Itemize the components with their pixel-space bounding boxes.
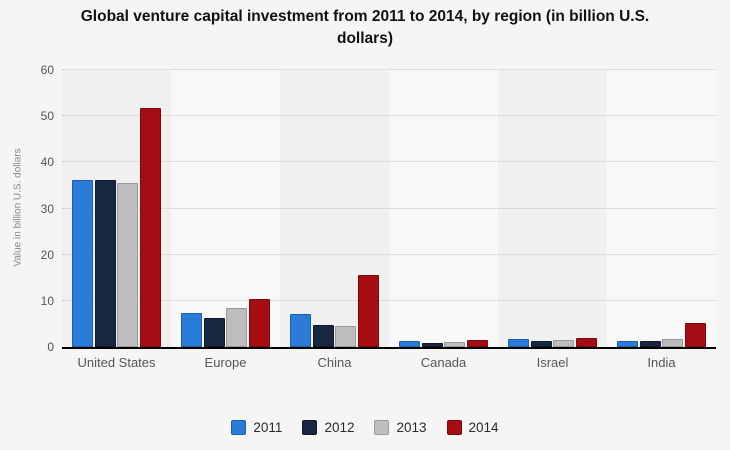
- bar-canada-2013[interactable]: [444, 342, 466, 347]
- bar-united-states-2013[interactable]: [117, 183, 139, 347]
- x-label-india: India: [647, 355, 676, 370]
- legend: 2011 2012 2013 2014: [0, 420, 730, 435]
- legend-swatch-2013: [374, 420, 390, 435]
- gridline-50: [62, 115, 716, 117]
- y-tick-label-20: 20: [40, 247, 54, 262]
- legend-label-2014: 2014: [468, 420, 499, 435]
- bar-india-2014[interactable]: [684, 323, 706, 347]
- bar-india-2011[interactable]: [617, 340, 639, 347]
- bar-europe-2013[interactable]: [226, 307, 248, 347]
- chart-title: Global venture capital investment from 2…: [0, 6, 730, 50]
- bar-united-states-2011[interactable]: [72, 179, 94, 347]
- legend-item-2013[interactable]: 2013: [374, 420, 427, 435]
- chart-title-text: Global venture capital investment from 2…: [80, 8, 650, 47]
- legend-item-2014[interactable]: 2014: [446, 420, 499, 435]
- legend-swatch-2011: [231, 420, 247, 435]
- y-tick-label-50: 50: [40, 109, 54, 124]
- bar-china-2013[interactable]: [335, 325, 357, 347]
- legend-label-2011: 2011: [253, 420, 283, 435]
- bar-israel-2013[interactable]: [553, 340, 575, 347]
- bar-china-2012[interactable]: [312, 324, 334, 347]
- legend-item-2011[interactable]: 2011: [231, 420, 282, 435]
- y-tick-label-0: 0: [47, 340, 54, 354]
- category-band-india: [607, 70, 716, 347]
- bar-europe-2014[interactable]: [248, 298, 270, 347]
- bar-india-2013[interactable]: [662, 338, 684, 347]
- bar-china-2011[interactable]: [290, 313, 312, 347]
- plot-area: [62, 69, 716, 349]
- bar-india-2012[interactable]: [639, 341, 661, 347]
- y-tick-label-60: 60: [40, 63, 54, 77]
- legend-label-2013: 2013: [396, 420, 427, 435]
- x-label-china: China: [317, 355, 352, 370]
- bar-israel-2014[interactable]: [575, 338, 597, 347]
- bar-europe-2012[interactable]: [203, 317, 225, 347]
- gridline-20: [62, 253, 716, 255]
- bar-israel-2012[interactable]: [530, 341, 552, 347]
- bar-united-states-2014[interactable]: [139, 108, 161, 347]
- legend-label-2012: 2012: [324, 420, 355, 435]
- bar-united-states-2012[interactable]: [94, 179, 116, 347]
- bar-europe-2011[interactable]: [181, 312, 203, 347]
- legend-item-2012[interactable]: 2012: [302, 420, 354, 435]
- legend-swatch-2012: [302, 420, 318, 435]
- gridline-60: [62, 69, 716, 70]
- bar-canada-2012[interactable]: [421, 343, 443, 347]
- gridline-30: [62, 207, 716, 209]
- category-band-canada: [389, 70, 498, 347]
- y-tick-label-40: 40: [40, 155, 54, 170]
- category-band-israel: [498, 70, 607, 347]
- bar-israel-2011[interactable]: [508, 338, 530, 347]
- y-tick-label-10: 10: [40, 293, 54, 308]
- x-label-canada: Canada: [420, 355, 467, 370]
- gridline-40: [62, 161, 716, 163]
- x-label-europe: Europe: [204, 355, 247, 370]
- x-label-united-states: United States: [77, 355, 156, 370]
- legend-swatch-2014: [446, 420, 462, 435]
- bar-canada-2011[interactable]: [399, 341, 421, 347]
- gridline-10: [62, 299, 716, 301]
- bar-china-2014[interactable]: [357, 275, 379, 347]
- bar-canada-2014[interactable]: [466, 340, 488, 347]
- y-tick-label-30: 30: [40, 201, 54, 216]
- x-label-israel: Israel: [536, 355, 569, 370]
